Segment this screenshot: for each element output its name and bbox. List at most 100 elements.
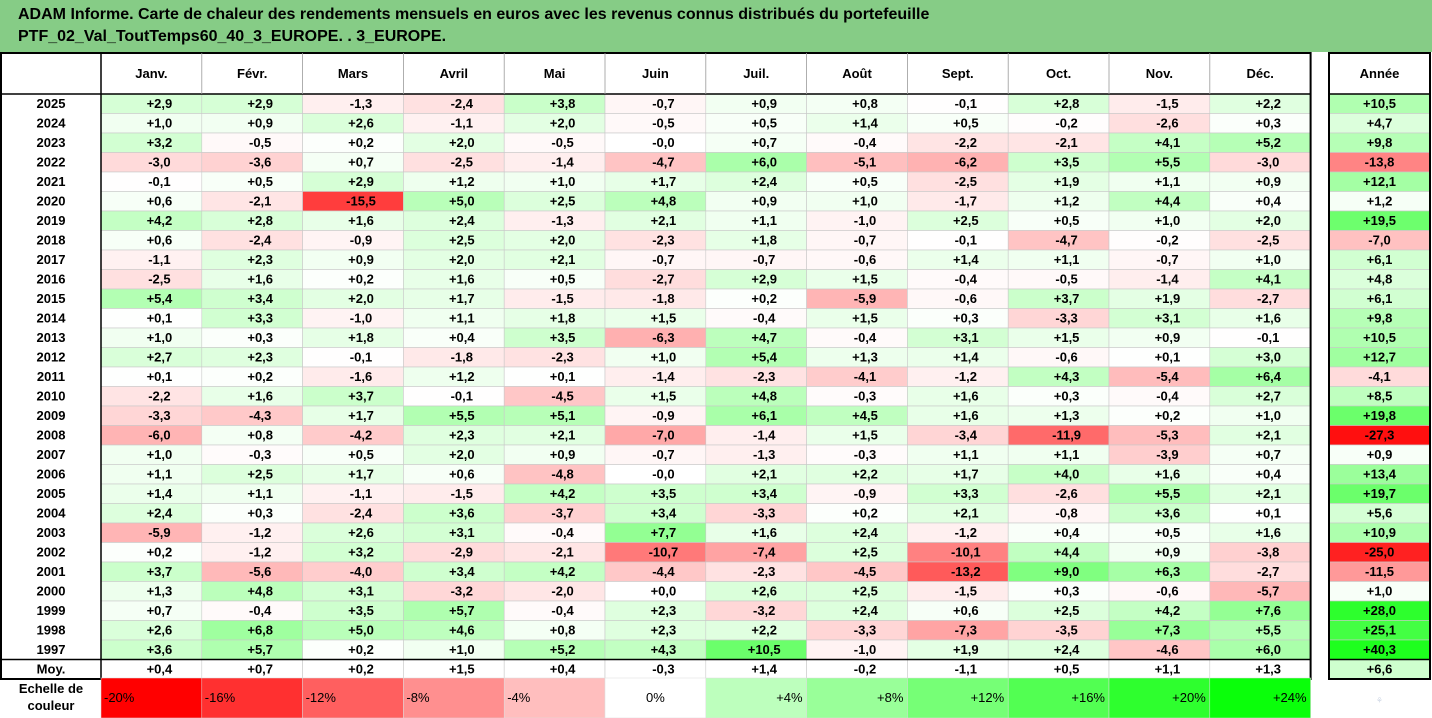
scale-step-label: -16%: [205, 690, 236, 705]
cell-value: -0,0: [652, 467, 674, 482]
cell-value: -4,1: [854, 369, 876, 384]
cell-value: -0,7: [753, 252, 775, 267]
cell-value: +0,1: [1155, 350, 1181, 365]
cell-value: +6,3: [1155, 564, 1181, 579]
cell-value: +3,3: [953, 486, 979, 501]
cell-value: +2,1: [953, 506, 979, 521]
cell-value: -3,3: [854, 623, 876, 638]
annual-value: +25,1: [1363, 623, 1396, 638]
cell-value: +1,0: [1155, 213, 1181, 228]
row-year-label: 2012: [37, 350, 66, 365]
annual-value: +0,9: [1367, 447, 1393, 462]
cell-value: +1,0: [1255, 252, 1281, 267]
cell-value: +6,0: [751, 155, 777, 170]
report-title: ADAM Informe. Carte de chaleur des rende…: [0, 0, 1432, 52]
cell-value: -2,7: [652, 272, 674, 287]
cell-value: +1,0: [449, 642, 475, 657]
average-annual-value: +6,6: [1367, 662, 1393, 677]
cell-value: -3,3: [753, 506, 775, 521]
scale-step-label: 0%: [646, 690, 665, 705]
row-year-label: 2005: [37, 486, 66, 501]
cell-value: +2,4: [1054, 642, 1080, 657]
cell-value: +5,4: [751, 350, 777, 365]
cell-value: -5,1: [854, 155, 876, 170]
cell-value: -4,4: [652, 564, 675, 579]
row-year-label: 2000: [37, 584, 66, 599]
cell-value: -2,5: [451, 155, 473, 170]
annual-value: +19,5: [1363, 213, 1396, 228]
cell-value: +1,0: [651, 350, 677, 365]
cell-value: +5,5: [1155, 486, 1181, 501]
cell-value: +2,9: [751, 272, 777, 287]
cell-value: -3,6: [249, 155, 271, 170]
cell-value: -2,2: [148, 389, 170, 404]
cell-value: -0,3: [249, 447, 271, 462]
average-value: -0,2: [854, 662, 876, 677]
cell-value: +2,0: [449, 252, 475, 267]
cell-value: -0,5: [652, 116, 674, 131]
cell-value: +2,5: [852, 584, 878, 599]
cell-value: -2,1: [249, 194, 271, 209]
cell-value: +1,2: [449, 369, 475, 384]
cell-value: -0,5: [551, 135, 573, 150]
cell-value: -0,3: [854, 447, 876, 462]
cell-value: +5,2: [1255, 135, 1281, 150]
cell-value: +0,9: [348, 252, 374, 267]
row-year-label: 2004: [37, 506, 67, 521]
cell-value: +3,1: [348, 584, 374, 599]
column-header: Janv.: [135, 66, 167, 81]
row-year-label: 2021: [37, 174, 66, 189]
cell-value: +0,2: [348, 272, 374, 287]
cell-value: -6,2: [955, 155, 977, 170]
cell-value: -3,3: [148, 408, 170, 423]
year-column-header: Année: [1360, 66, 1400, 81]
scale-swatch: [403, 677, 505, 718]
cell-value: +2,6: [751, 584, 777, 599]
row-year-label: 2023: [37, 135, 66, 150]
cell-value: -3,2: [451, 584, 473, 599]
cell-value: +0,2: [348, 642, 374, 657]
cell-value: +1,4: [147, 486, 173, 501]
cell-value: -2,5: [955, 174, 977, 189]
cell-value: +0,7: [348, 155, 374, 170]
cell-value: -4,3: [249, 408, 271, 423]
cell-value: +2,5: [1054, 603, 1080, 618]
cell-value: +3,2: [147, 135, 173, 150]
cell-value: -3,9: [1156, 447, 1178, 462]
cell-value: +5,2: [550, 642, 576, 657]
cell-value: -3,3: [1055, 311, 1077, 326]
cell-value: -0,9: [652, 408, 674, 423]
column-header: Mai: [544, 66, 566, 81]
average-value: +1,3: [1255, 662, 1281, 677]
cell-value: -7,0: [652, 428, 674, 443]
cell-value: -6,3: [652, 330, 674, 345]
cell-value: -0,8: [1055, 506, 1077, 521]
average-value: +1,5: [449, 662, 475, 677]
cell-value: +0,9: [550, 447, 576, 462]
annual-value: +40,3: [1363, 642, 1396, 657]
cell-value: +1,2: [1054, 194, 1080, 209]
cell-value: +1,9: [1155, 291, 1181, 306]
cell-value: -1,2: [955, 369, 977, 384]
cell-value: -1,1: [148, 252, 170, 267]
annual-value: -7,0: [1368, 233, 1390, 248]
cell-value: +0,8: [852, 96, 878, 111]
cell-value: +2,6: [348, 116, 374, 131]
annual-value: +4,7: [1367, 116, 1393, 131]
cell-value: +0,4: [1054, 525, 1080, 540]
cell-value: +0,8: [247, 428, 273, 443]
cell-value: +0,7: [147, 603, 173, 618]
annual-value: +12,7: [1363, 350, 1396, 365]
cell-value: -1,4: [753, 428, 776, 443]
cell-value: +5,5: [1155, 155, 1181, 170]
cell-value: +2,9: [247, 96, 273, 111]
scale-step-label: +24%: [1273, 690, 1307, 705]
cell-value: -0,2: [1055, 116, 1077, 131]
cell-value: -3,2: [753, 603, 775, 618]
average-label: Moy.: [37, 662, 66, 677]
cell-value: +9,0: [1054, 564, 1080, 579]
cell-value: +6,0: [1255, 642, 1281, 657]
cell-value: +0,2: [751, 291, 777, 306]
cell-value: -10,1: [951, 545, 981, 560]
cell-value: -4,5: [551, 389, 573, 404]
